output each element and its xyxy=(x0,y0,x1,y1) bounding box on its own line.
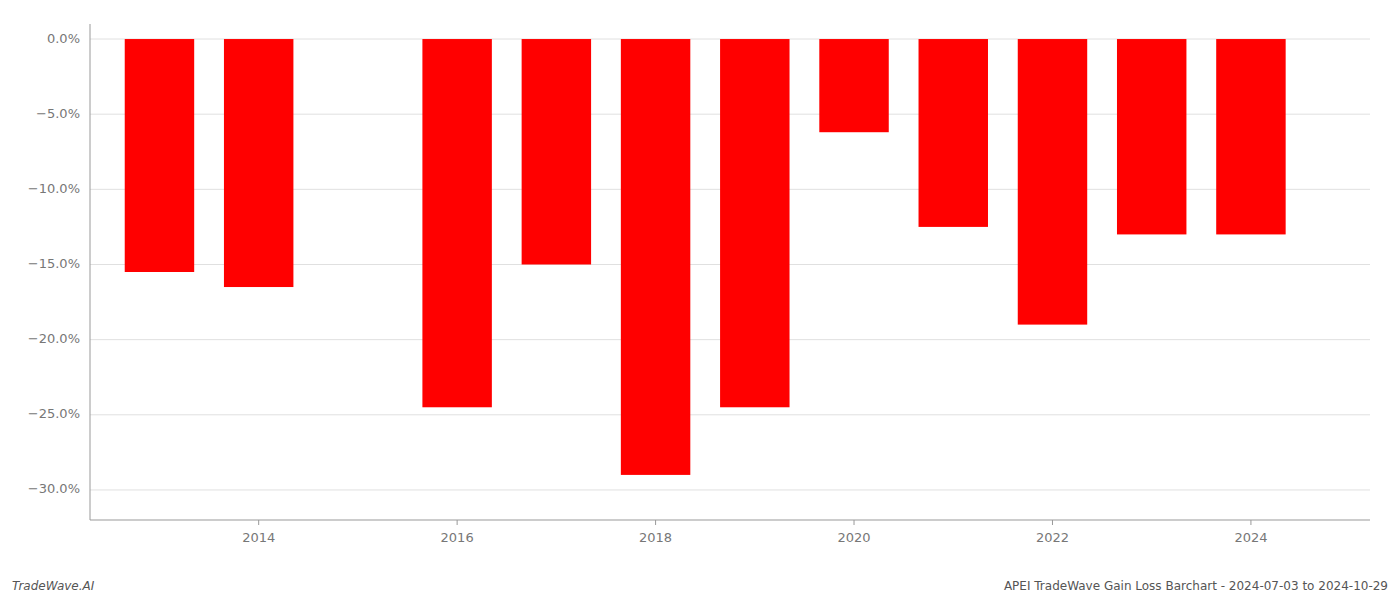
y-tick-label: 0.0% xyxy=(47,31,80,46)
x-tick xyxy=(1250,520,1251,525)
bar xyxy=(422,39,491,407)
y-tick-label: −15.0% xyxy=(28,256,80,271)
y-tick-label: −5.0% xyxy=(36,106,80,121)
bar xyxy=(621,39,690,475)
y-tick-label: −30.0% xyxy=(28,481,80,496)
footer-right: APEI TradeWave Gain Loss Barchart - 2024… xyxy=(1004,579,1388,593)
x-tick-label: 2014 xyxy=(242,530,275,545)
x-tick xyxy=(655,520,656,525)
x-tick xyxy=(1052,520,1053,525)
bar xyxy=(919,39,988,227)
x-tick-label: 2016 xyxy=(441,530,474,545)
bar xyxy=(819,39,888,132)
bar xyxy=(224,39,293,287)
x-tick-label: 2018 xyxy=(639,530,672,545)
y-axis-line xyxy=(90,24,91,520)
y-tick-label: −10.0% xyxy=(28,181,80,196)
y-tick-label: −25.0% xyxy=(28,406,80,421)
bar xyxy=(323,39,392,40)
y-tick-label: −20.0% xyxy=(28,331,80,346)
grid-line xyxy=(90,414,1370,415)
grid-line xyxy=(90,489,1370,490)
bar xyxy=(720,39,789,407)
bars xyxy=(125,39,1286,475)
chart: 0.0% −5.0% −10.0% −15.0% −20.0% −25.0% −30.0% 2… xyxy=(0,0,1400,600)
footer-left: TradeWave.AI xyxy=(12,579,95,593)
x-axis-line xyxy=(90,520,1370,521)
x-tick xyxy=(457,520,458,525)
bar xyxy=(522,39,591,264)
x-tick xyxy=(854,520,855,525)
x-tick-label: 2022 xyxy=(1036,530,1069,545)
bar xyxy=(125,39,194,272)
bar xyxy=(1117,39,1186,234)
x-tick xyxy=(258,520,259,525)
bar xyxy=(1018,39,1087,325)
y-tick-labels: 0.0% −5.0% −10.0% −15.0% −20.0% −25.0% −30.0% xyxy=(28,31,80,497)
grid xyxy=(90,39,1370,490)
x-tick-labels: 2014 2016 2018 2020 2022 2024 xyxy=(242,520,1267,545)
bar xyxy=(1216,39,1285,234)
x-tick-label: 2020 xyxy=(837,530,870,545)
x-tick-label: 2024 xyxy=(1234,530,1267,545)
